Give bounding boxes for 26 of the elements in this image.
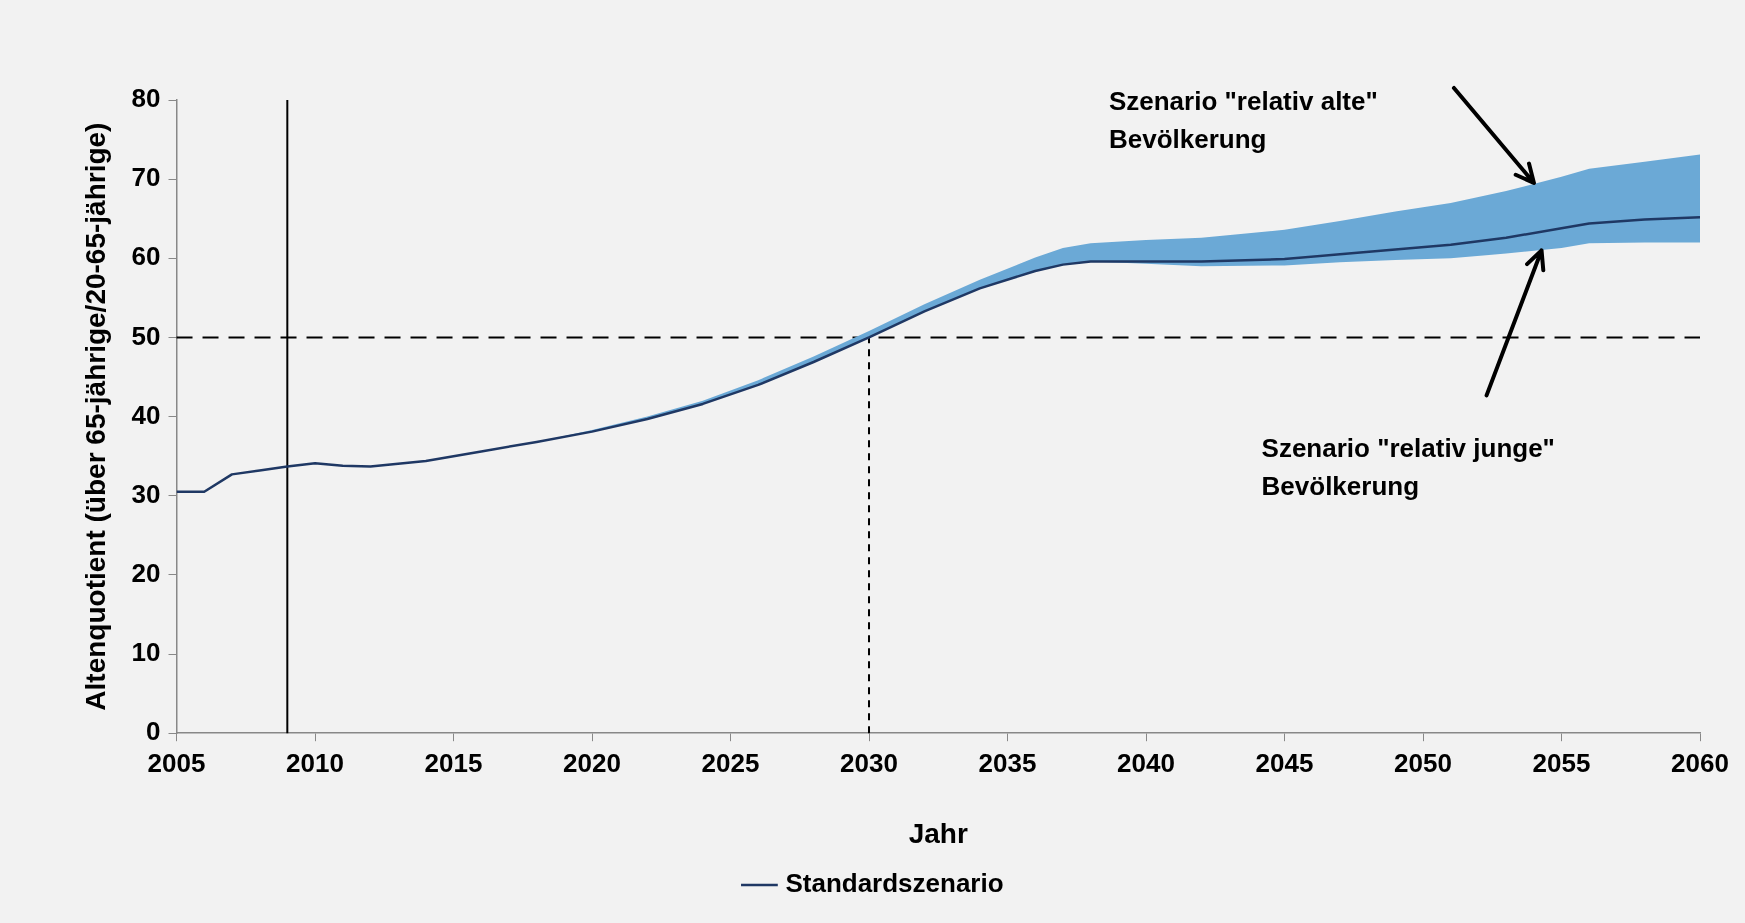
y-tick-label: 60 [131,241,161,272]
x-tick-label: 2040 [1117,747,1175,778]
x-tick-label: 2060 [1671,747,1729,778]
x-axis-title: Jahr [908,817,968,849]
y-tick-label: 50 [131,320,161,351]
y-tick-label: 70 [131,162,161,193]
annotation: Szenario "relativ junge" Bevölkerung [1261,433,1555,502]
y-tick-label: 80 [131,83,161,114]
y-tick-label: 30 [131,478,161,509]
y-tick-label: 10 [131,637,161,668]
x-tick-label: 2030 [840,747,898,778]
y-tick-label: 20 [131,558,161,589]
x-tick-label: 2015 [424,747,483,778]
x-tick-label: 2010 [286,747,344,778]
x-tick-label: 2045 [1255,747,1314,778]
y-tick-label: 40 [131,399,161,430]
annotation: Szenario "relativ alte" Bevölkerung [1108,85,1378,154]
x-tick-label: 2050 [1394,747,1452,778]
legend-label: Standardszenario [785,868,1004,899]
x-tick-label: 2055 [1532,747,1591,778]
y-tick-label: 0 [146,716,161,747]
x-tick-label: 2035 [978,747,1037,778]
x-tick-label: 2025 [701,747,760,778]
x-tick-label: 2005 [147,747,206,778]
y-axis-title: Altenquotient (über 65-jährige/20-65-jährige) [79,122,111,711]
x-tick-label: 2020 [563,747,621,778]
